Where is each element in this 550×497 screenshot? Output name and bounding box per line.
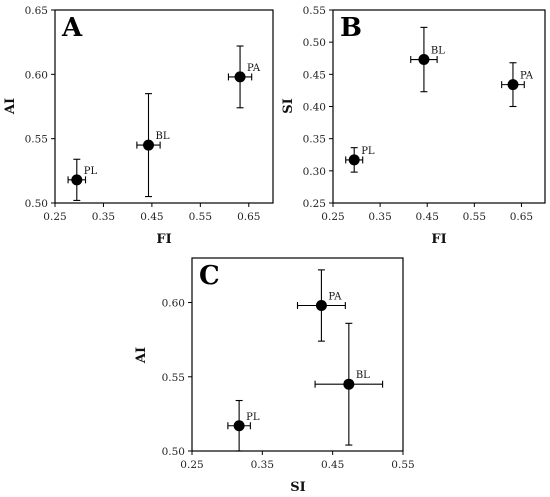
x-tick-label-b: 0.55 [463, 211, 486, 223]
panel-b: B FI SI 0.25 0.35 0.45 0.55 0.65 0.25 0.30 0.35… [281, 5, 546, 247]
point-label-bl-b: BL [431, 46, 445, 57]
data-point-pl-b [348, 154, 360, 166]
y-axis-label-a: AI [3, 98, 18, 115]
x-tick-label-c: 0.55 [391, 459, 414, 471]
y-tick-label-c: 0.60 [162, 298, 185, 310]
x-tick-label-a: 0.65 [237, 211, 260, 223]
x-tick-label-a: 0.25 [43, 211, 66, 223]
point-label-pl-c: PL [246, 412, 260, 423]
data-point-pa-a [234, 71, 246, 83]
panel-a: A FI AI 0.25 0.35 0.45 0.55 0.65 0.50 0.55 0.60… [3, 5, 274, 247]
y-tick-label-b: 0.55 [303, 5, 326, 17]
point-label-bl-a: BL [155, 131, 169, 142]
y-axis-label-b: SI [281, 98, 296, 113]
y-tick-label-b: 0.35 [303, 134, 326, 146]
y-tick-label-a: 0.55 [25, 134, 48, 146]
x-tick-label-a: 0.35 [92, 211, 115, 223]
point-label-bl-c: BL [356, 370, 370, 381]
plot-frame-a [54, 9, 274, 204]
y-tick-label-a: 0.50 [25, 198, 48, 210]
x-axis-label-a: FI [156, 232, 171, 247]
x-tick-label-c: 0.25 [180, 459, 203, 471]
x-tick-label-c: 0.45 [321, 459, 344, 471]
data-point-bl-b [418, 54, 430, 66]
data-point-bl-c [343, 378, 355, 390]
y-tick-label-a: 0.65 [25, 5, 48, 17]
y-tick-label-b: 0.25 [303, 198, 326, 210]
data-point-pl-a [71, 174, 83, 186]
x-tick-label-a: 0.55 [189, 211, 212, 223]
x-tick-label-c: 0.35 [251, 459, 274, 471]
point-label-pa-c: PA [328, 292, 342, 303]
y-tick-label-c: 0.55 [162, 372, 185, 384]
x-tick-label-b: 0.35 [368, 211, 391, 223]
y-tick-label-b: 0.30 [303, 166, 326, 178]
point-label-pa-b: PA [520, 71, 534, 82]
y-tick-label-b: 0.40 [303, 102, 326, 114]
data-point-bl-a [142, 139, 154, 151]
x-axis-label-b: FI [431, 232, 446, 247]
y-tick-label-a: 0.60 [25, 69, 48, 81]
x-tick-label-b: 0.65 [510, 211, 533, 223]
x-tick-label-b: 0.25 [321, 211, 344, 223]
x-tick-label-a: 0.45 [140, 211, 163, 223]
x-axis-label-c: SI [290, 480, 305, 495]
data-point-pl-c [233, 420, 245, 432]
panel-letter-c: C [199, 261, 220, 291]
point-label-pa-a: PA [247, 63, 261, 74]
y-tick-label-b: 0.45 [303, 69, 326, 81]
panel-letter-b: B [340, 13, 362, 43]
y-tick-label-c: 0.50 [162, 446, 185, 458]
y-tick-label-b: 0.50 [303, 37, 326, 49]
y-axis-label-c: AI [134, 347, 149, 364]
x-tick-label-b: 0.45 [416, 211, 439, 223]
panel-letter-a: A [61, 13, 83, 43]
data-point-pa-b [507, 79, 519, 91]
point-label-pl-a: PL [84, 166, 98, 177]
point-label-pl-b: PL [361, 146, 375, 157]
data-point-pa-c [315, 300, 327, 312]
plot-frame-c [191, 257, 404, 452]
panel-c: C SI AI 0.25 0.35 0.45 0.55 0.50 0.55 0.60 PL PA… [134, 257, 415, 495]
